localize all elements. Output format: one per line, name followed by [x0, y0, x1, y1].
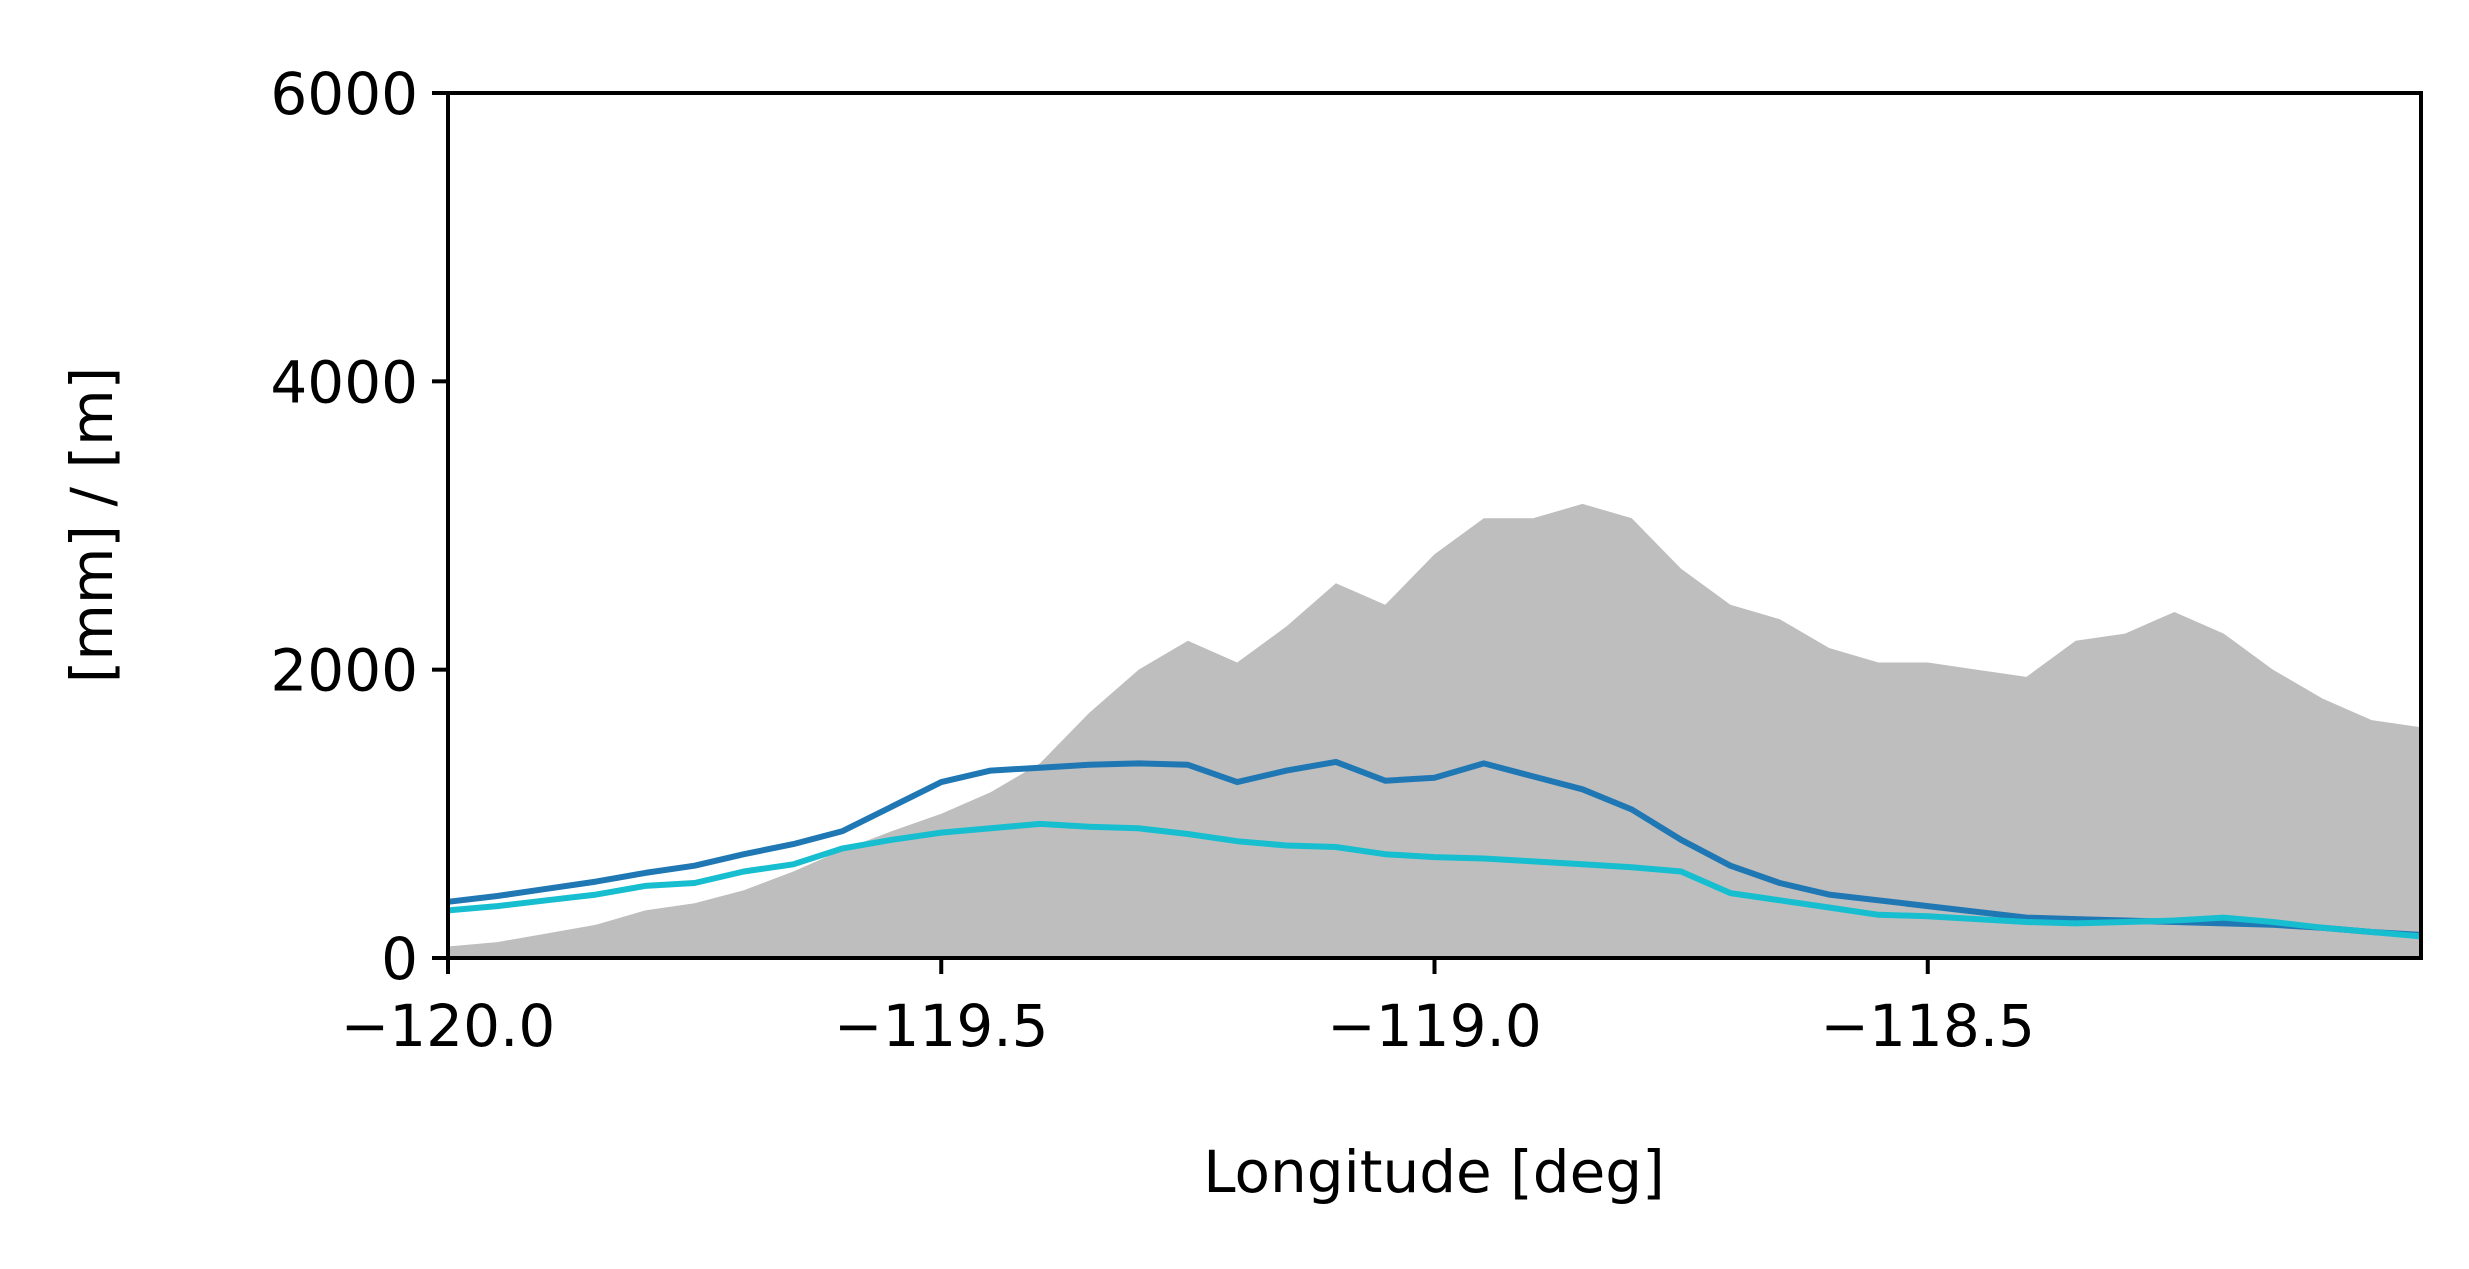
- line-series-1: [447, 758, 2422, 938]
- x-tick-label: −118.5: [1820, 992, 2035, 1060]
- y-axis-label: [mm] / [m]: [58, 367, 126, 683]
- y-axis: 0 2000 4000 6000: [270, 60, 448, 993]
- x-axis-label: Longitude [deg]: [1203, 1138, 1664, 1206]
- y-tick-label: 2000: [270, 637, 418, 705]
- x-tick-label: −120.0: [341, 992, 556, 1060]
- y-tick-label: 4000: [270, 348, 418, 416]
- x-tick-label: −119.5: [834, 992, 1049, 1060]
- area-series-0: [448, 503, 2421, 958]
- line-series-2: [447, 820, 2422, 940]
- x-axis: −120.0 −119.5 −119.0 −118.5: [341, 958, 2035, 1060]
- y-tick-label: 6000: [270, 60, 418, 128]
- plot-area: [447, 503, 2422, 958]
- y-tick-label: 0: [381, 925, 418, 993]
- x-tick-label: −119.0: [1327, 992, 1542, 1060]
